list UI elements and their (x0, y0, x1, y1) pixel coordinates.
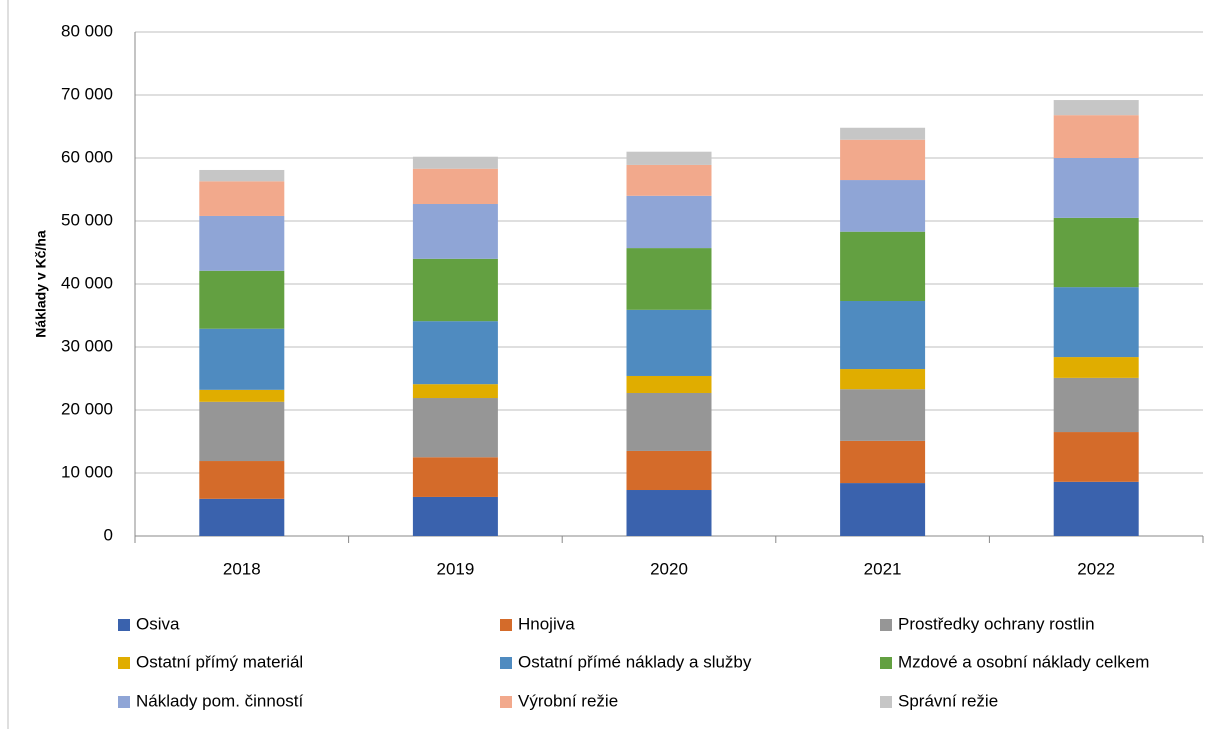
legend-label: Správní režie (898, 691, 998, 710)
bar-segment (1053, 377, 1139, 433)
y-tick-label: 40 000 (61, 273, 113, 292)
legend-label: Ostatní přímé náklady a služby (518, 652, 752, 671)
y-tick-label: 70 000 (61, 84, 113, 103)
bar-segment (412, 168, 498, 204)
bar-segment (1053, 432, 1139, 482)
bar-segment (412, 156, 498, 169)
bar-segment (199, 181, 285, 216)
legend-swatch (500, 657, 512, 669)
legend-label: Prostředky ochrany rostlin (898, 614, 1095, 633)
bar-segment (412, 258, 498, 322)
bar-segment (412, 496, 498, 536)
bar-segment (199, 270, 285, 329)
bar-segment (626, 195, 712, 249)
legend-swatch (500, 696, 512, 708)
legend-label: Mzdové a osobní náklady celkem (898, 652, 1149, 671)
bar-segment (840, 483, 926, 536)
bar-segment (1053, 100, 1139, 116)
bar-segment (626, 392, 712, 451)
y-tick-label: 30 000 (61, 336, 113, 355)
bar-segment (412, 203, 498, 259)
x-tick-label: 2019 (436, 559, 474, 578)
bar-segment (626, 375, 712, 393)
legend-swatch (880, 696, 892, 708)
legend-swatch (118, 619, 130, 631)
legend-label: Osiva (136, 614, 180, 633)
y-tick-label: 50 000 (61, 210, 113, 229)
bar-segment (1053, 481, 1139, 536)
bar-segment (199, 461, 285, 499)
bar-segment (626, 248, 712, 310)
legend-swatch (500, 619, 512, 631)
bar-segment (1053, 115, 1139, 158)
bar-segment (840, 369, 926, 390)
bar-segment (840, 389, 926, 441)
bar-segment (1053, 357, 1139, 378)
legend-label: Náklady pom. činností (136, 691, 304, 710)
bar-segment (412, 384, 498, 399)
legend-swatch (118, 696, 130, 708)
bar-segment (1053, 217, 1139, 288)
x-tick-label: 2022 (1077, 559, 1115, 578)
legend-label: Ostatní přímý materiál (136, 652, 303, 671)
y-tick-label: 60 000 (61, 147, 113, 166)
bar-segment (412, 457, 498, 497)
bar-segment (626, 151, 712, 165)
bar-segment (840, 127, 926, 140)
bar-segment (840, 440, 926, 484)
legend-label: Výrobní režie (518, 691, 618, 710)
bar-segment (840, 180, 926, 232)
bar-segment (626, 164, 712, 196)
bar-segment (412, 321, 498, 385)
bar-segment (626, 490, 712, 536)
x-tick-label: 2021 (864, 559, 902, 578)
bar-segment (412, 398, 498, 458)
legend-swatch (880, 657, 892, 669)
bar-segment (840, 231, 926, 302)
y-tick-label: 80 000 (61, 21, 113, 40)
bar-segment (1053, 158, 1139, 218)
bar-segment (840, 139, 926, 181)
legend-swatch (880, 619, 892, 631)
legend-swatch (118, 657, 130, 669)
bar-segment (199, 401, 285, 462)
y-axis-label: Náklady v Kč/ha (33, 230, 49, 338)
bar-segment (199, 215, 285, 271)
x-tick-label: 2020 (650, 559, 688, 578)
bar-segment (199, 498, 285, 536)
bar-segment (1053, 287, 1139, 358)
y-tick-label: 10 000 (61, 462, 113, 481)
y-tick-label: 0 (104, 525, 113, 544)
bar-segment (626, 309, 712, 376)
bar-segment (626, 450, 712, 491)
bar-segment (199, 169, 285, 182)
legend-label: Hnojiva (518, 614, 575, 633)
x-tick-label: 2018 (223, 559, 261, 578)
bar-segment (199, 328, 285, 390)
bar-segment (840, 301, 926, 370)
y-tick-label: 20 000 (61, 399, 113, 418)
bar-segment (199, 389, 285, 402)
